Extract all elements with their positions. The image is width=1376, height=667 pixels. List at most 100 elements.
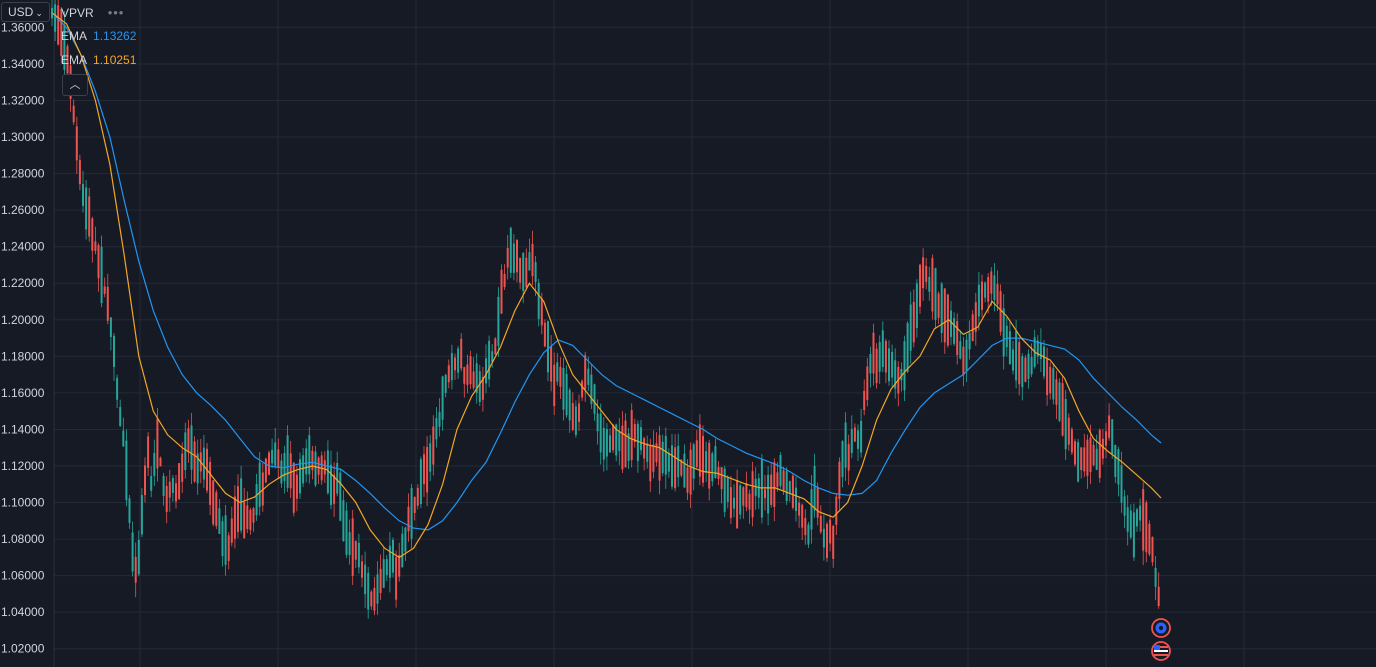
candle-body: [1015, 331, 1018, 381]
candle-body: [959, 341, 962, 359]
candle-body: [940, 283, 943, 334]
candle-body: [196, 453, 199, 484]
candle-body: [1021, 356, 1024, 388]
candle-body: [450, 353, 453, 381]
candle-body: [454, 357, 456, 371]
candle-body: [137, 539, 140, 575]
candle-body: [795, 487, 797, 511]
candle-body: [965, 339, 968, 371]
candle-body: [512, 243, 515, 273]
candle-body: [317, 457, 320, 475]
candle-body: [990, 271, 993, 294]
candle-body: [599, 413, 602, 453]
candle-body: [537, 282, 540, 320]
more-dots-icon[interactable]: •••: [107, 5, 125, 20]
candle-body: [977, 284, 980, 317]
candle-body: [568, 389, 571, 421]
candle-body: [717, 466, 720, 479]
candle-body: [457, 348, 460, 373]
ema-slow-value: 1.10251: [93, 53, 137, 67]
currency-selector[interactable]: USD ⌄: [1, 2, 50, 22]
candle-body: [423, 454, 425, 485]
candle-body: [844, 422, 847, 468]
candle-body: [919, 264, 921, 307]
candle-body: [478, 371, 481, 402]
candle-body: [860, 420, 863, 453]
candle-body: [534, 262, 537, 283]
candle-body: [463, 367, 466, 384]
candle-body: [733, 497, 735, 509]
candle-body: [925, 265, 928, 282]
candle-body: [299, 459, 301, 494]
candle-body: [937, 293, 940, 318]
collapse-up-icon[interactable]: ︿: [62, 74, 88, 96]
candle-body: [72, 105, 75, 123]
candle-body: [866, 366, 869, 400]
candle-body: [909, 304, 912, 351]
candle-body: [624, 420, 627, 468]
candle-body: [671, 445, 673, 487]
candle-body: [326, 450, 329, 494]
candle-body: [364, 564, 367, 595]
candle-body: [503, 273, 506, 288]
us-flag-icon[interactable]: [1151, 641, 1171, 661]
candle-body: [1142, 489, 1145, 551]
ema-fast-line: [51, 12, 1162, 531]
candle-body: [689, 449, 692, 495]
crypto-event-icon[interactable]: [1151, 618, 1171, 638]
candle-body: [268, 452, 270, 475]
candle-body: [404, 527, 407, 552]
candle-body: [243, 501, 246, 539]
candle-body: [1067, 417, 1070, 445]
candle-body: [435, 418, 438, 440]
ema-fast-label: EMA: [61, 29, 88, 43]
candle-body: [943, 288, 946, 343]
candle-body: [485, 358, 487, 384]
candle-body: [181, 453, 184, 482]
candle-body: [57, 5, 60, 45]
candle-body: [94, 241, 97, 251]
candle-body: [748, 493, 751, 510]
candle-body: [881, 330, 884, 367]
candle-body: [444, 374, 447, 393]
candle-body: [922, 257, 925, 289]
candle-body: [103, 286, 106, 294]
legend-vpvr[interactable]: VPVR •••: [61, 5, 124, 20]
candle-body: [767, 474, 770, 514]
candle-body: [66, 46, 69, 74]
candlestick-series: [51, 0, 1160, 619]
candle-body: [1098, 429, 1101, 478]
candle-body: [953, 318, 956, 344]
candle-body: [348, 532, 351, 556]
chevron-down-icon: ⌄: [35, 8, 43, 18]
candle-body: [1061, 383, 1064, 436]
candle-body: [475, 363, 478, 394]
candle-body: [178, 463, 181, 500]
candle-body: [82, 184, 84, 206]
candle-body: [376, 574, 379, 604]
candle-body: [751, 471, 754, 518]
candle-body: [429, 443, 432, 472]
candle-body: [1036, 340, 1039, 357]
vpvr-label: VPVR: [61, 6, 94, 20]
legend-ema-slow[interactable]: EMA 1.10251: [61, 53, 136, 67]
candle-body: [506, 247, 509, 268]
candle-body: [280, 460, 283, 484]
candle-body: [804, 517, 807, 536]
candle-body: [1089, 437, 1092, 473]
candle-body: [227, 535, 230, 561]
legend-ema-fast[interactable]: EMA 1.13262: [61, 29, 136, 43]
candle-body: [255, 484, 258, 516]
candle-body: [249, 509, 252, 531]
y-tick-label: 1.14000: [1, 422, 45, 436]
candle-body: [847, 444, 850, 471]
candle-body: [798, 502, 801, 516]
candle-body: [875, 348, 878, 384]
candle-body: [274, 442, 277, 466]
candle-body: [581, 380, 584, 398]
candle-body: [113, 335, 115, 367]
candle-body: [224, 515, 227, 565]
candle-body: [150, 475, 153, 491]
candle-body: [1095, 448, 1098, 470]
